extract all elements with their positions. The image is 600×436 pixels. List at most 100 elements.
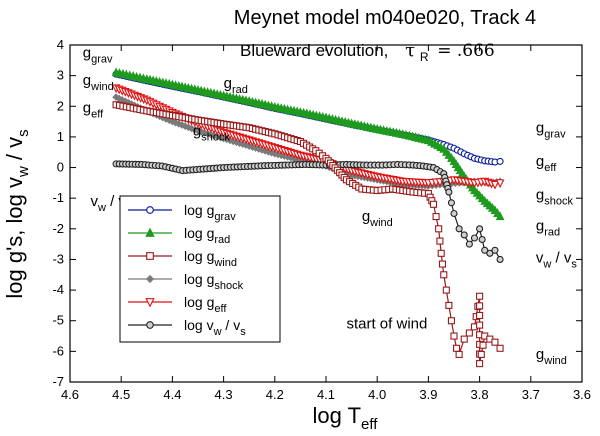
annotation-base: g (83, 44, 91, 61)
y-tick-label: -3 (52, 251, 64, 266)
annotation-base: start of wind (346, 315, 427, 332)
chart-subtitle: Blueward evolution, τ R = .666 (240, 40, 495, 65)
data-point-wind (491, 338, 499, 346)
legend-label: log vw / vs (184, 317, 246, 338)
x-axis-label: log Teff (313, 403, 379, 433)
data-point-eff (490, 180, 500, 190)
data-point-wind (453, 344, 461, 352)
y-tick-label: -4 (52, 282, 64, 297)
y-label-mid: / v (2, 137, 27, 166)
legend-marker (146, 321, 154, 329)
annotation-sub: rad (544, 226, 560, 238)
y-axis: 4 3 2 1 0 -1 -2 -3 -4 -5 -6 -7 (52, 37, 582, 389)
annotation-base: g (536, 346, 544, 363)
data-point-wind (447, 317, 455, 325)
data-point-wind (476, 292, 484, 300)
annotation-base: g (224, 75, 232, 92)
y-label-sub1: w (15, 166, 32, 178)
annotation-sub: wind (543, 355, 567, 367)
legend-marker (146, 206, 154, 214)
data-point-vw (476, 225, 484, 233)
y-label-main: log g's, log v (2, 177, 27, 299)
annotation-sub: w (542, 259, 551, 271)
annotation-base: g (536, 119, 544, 136)
x-label-sub: eff (361, 416, 378, 433)
annotation-sub: w (97, 202, 106, 214)
legend-label: log gwind (184, 248, 237, 269)
data-point-wind (435, 225, 443, 233)
x-tick-label: 4.4 (163, 387, 181, 402)
legend-marker (145, 274, 155, 284)
y-tick-label: 0 (57, 160, 64, 175)
x-tick-label: 3.7 (522, 387, 540, 402)
annotation-sub: shock (201, 131, 230, 143)
legend-label: log gshock (184, 271, 244, 292)
data-point-vw (491, 246, 499, 254)
data-point-vw (455, 225, 463, 233)
x-tick-label: 3.8 (471, 387, 489, 402)
chart-title: Meynet model m040e020, Track 4 (234, 7, 536, 29)
annotation-label: gwind (362, 208, 393, 229)
annotation-label: ggrav (536, 119, 566, 140)
data-point-vw (470, 234, 479, 242)
annotation-label: geff (83, 99, 104, 120)
data-point-wind (476, 321, 484, 329)
data-point-vw (445, 188, 453, 196)
data-point-vw (460, 231, 468, 239)
legend-marker (145, 227, 155, 237)
data-point-rad (495, 211, 505, 221)
data-point-wind (450, 332, 458, 340)
x-tick-label: 4.0 (368, 387, 386, 402)
data-point-eff (495, 179, 505, 189)
annotation-label: vw / vs (536, 250, 577, 271)
tau-subscript: R (420, 50, 429, 64)
annotation-sub2: s (571, 259, 577, 271)
x-tick-label: 4.1 (317, 387, 335, 402)
data-point-wind (440, 271, 448, 279)
x-tick-label: 4.3 (215, 387, 233, 402)
legend-entry: log grad (128, 225, 230, 246)
x-label-base: log T (313, 403, 362, 428)
legend-label: log geff (184, 294, 227, 315)
y-tick-label: 1 (57, 129, 64, 144)
data-point-vw (465, 240, 473, 248)
data-point-wind (437, 249, 445, 257)
x-tick-label: 4.5 (112, 387, 130, 402)
annotation-base: g (536, 153, 544, 170)
x-tick-label: 3.6 (573, 387, 591, 402)
data-series (111, 67, 505, 368)
data-point-wind (445, 301, 453, 309)
annotation-label: gshock (193, 122, 231, 143)
annotation-base: g (536, 217, 544, 234)
annotation-label: grad (224, 75, 248, 96)
annotation-label: grad (536, 217, 560, 238)
data-point-wind (476, 311, 484, 320)
annotation-sub: grav (91, 53, 113, 65)
data-point-vw (450, 209, 458, 218)
legend-marker (146, 252, 154, 260)
y-tick-label: -5 (52, 313, 64, 328)
annotation-base: g (83, 72, 91, 89)
annotation-base: g (193, 122, 201, 139)
y-tick-label: -2 (52, 221, 64, 236)
data-point-wind (476, 302, 484, 310)
y-axis-label: log g's, log vw / vs (2, 129, 32, 298)
y-tick-label: -6 (52, 343, 64, 358)
annotation-base: g (536, 187, 544, 204)
annotation-label: gwind (536, 346, 567, 367)
legend-label: log ggrav (184, 202, 236, 223)
legend-entry: log gshock (128, 271, 244, 292)
annotation-label: gshock (536, 187, 574, 208)
legend-marker (145, 298, 155, 308)
data-point-wind (476, 360, 484, 368)
data-point-wind (455, 350, 463, 358)
subtitle-text: Blueward evolution, (240, 41, 388, 60)
x-tick-label: 4.6 (61, 387, 79, 402)
annotation-label: ggrav (83, 44, 113, 65)
annotation-sub: shock (544, 196, 573, 208)
data-point-wind (496, 344, 504, 352)
annotation-base: g (83, 99, 91, 116)
annotation-sub: wind (90, 81, 114, 93)
annotation-label: geff (536, 153, 557, 174)
